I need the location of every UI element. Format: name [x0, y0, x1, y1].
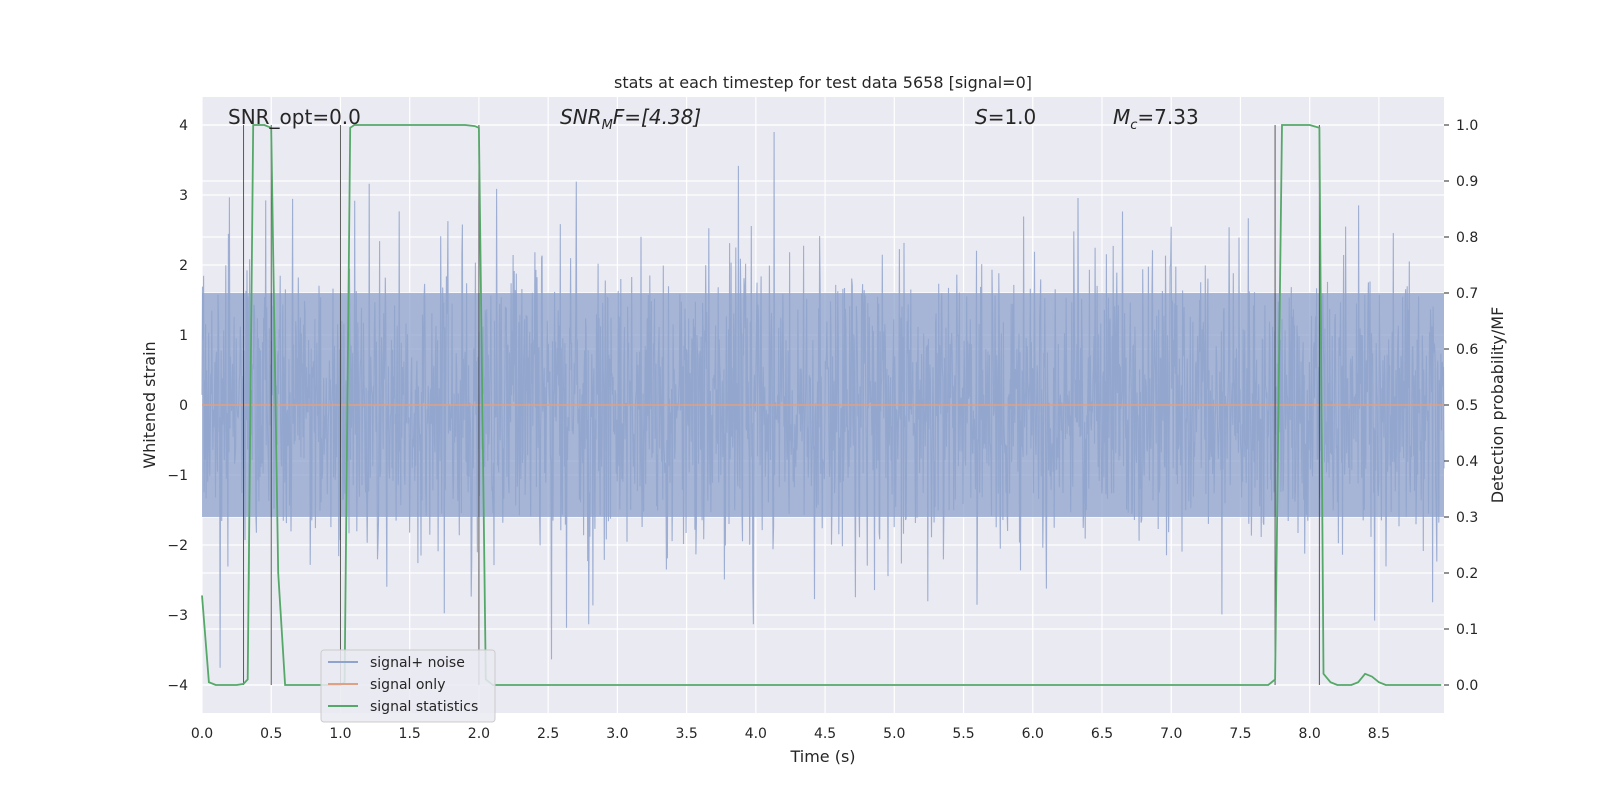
chart-title: stats at each timestep for test data 565… [614, 73, 1032, 92]
x-tick-label: 4.5 [814, 726, 836, 742]
annotation-mc-sub: c [1130, 118, 1137, 133]
annotation-mc: Mc=7.33 [1113, 105, 1199, 133]
x-tick-label: 6.5 [1091, 726, 1113, 742]
x-tick-labels: 0.0 0.5 1.0 1.5 2.0 2.5 3.0 3.5 4.0 4.5 5.0 5.5 6.0 6… [191, 726, 1390, 742]
y-axis-left-label: Whitened strain [140, 341, 159, 468]
annotation-snr-opt: SNR_opt=0.0 [228, 105, 361, 129]
y-right-tick-label: 0.7 [1456, 286, 1478, 302]
x-tick-label: 5.5 [952, 726, 974, 742]
annotation-mc-main: M [1113, 105, 1130, 129]
annotation-snr-mf-rest: F=[4.38] [613, 105, 701, 129]
y-right-tick-label: 0.0 [1456, 678, 1478, 694]
y-right-tick-label: 1.0 [1456, 118, 1478, 134]
x-tick-label: 0.5 [260, 726, 282, 742]
y-right-tick-labels: 1.0 0.9 0.8 0.7 0.6 0.5 0.4 0.3 0.2 0.1 0.0 [1444, 118, 1478, 694]
y-right-tick-label: 0.3 [1456, 510, 1478, 526]
legend-box [320, 649, 496, 723]
x-tick-label: 5.0 [883, 726, 905, 742]
statistics-series-group [201, 124, 1442, 686]
x-tick-label: 1.0 [329, 726, 351, 742]
y-right-tick-label: 0.6 [1456, 342, 1478, 358]
x-tick-label: 4.0 [745, 726, 767, 742]
annotation-s: S=1.0 [975, 105, 1036, 129]
y-left-tick-labels: 4 3 2 1 0 −1 −2 −3 −4 [167, 118, 188, 694]
x-tick-label: 2.0 [468, 726, 490, 742]
x-tick-label: 1.5 [399, 726, 421, 742]
x-tick-label: 8.0 [1299, 726, 1321, 742]
annotation-snr-mf-main: SNR [560, 105, 602, 129]
x-tick-label: 7.5 [1229, 726, 1251, 742]
y-right-tick-label: 0.2 [1456, 566, 1478, 582]
x-tick-label: 3.0 [606, 726, 628, 742]
x-tick-label: 0.0 [191, 726, 213, 742]
y-right-tick-label: 0.4 [1456, 454, 1478, 470]
y-left-tick-label: 0 [179, 398, 188, 414]
y-left-tick-label: 4 [179, 118, 188, 134]
y-axis-right-label: Detection probability/MF [1488, 307, 1507, 504]
legend-label-signal-only: signal only [370, 677, 445, 693]
annotation-s-rest: =1.0 [988, 105, 1037, 129]
y-right-tick-label: 0.8 [1456, 230, 1478, 246]
y-left-tick-label: −2 [167, 538, 188, 554]
y-left-tick-label: 2 [179, 258, 188, 274]
legend: signal+ noise signal only signal statist… [320, 649, 496, 723]
y-left-tick-label: −1 [167, 468, 188, 484]
annotation-mc-rest: =7.33 [1137, 105, 1198, 129]
legend-label-noise: signal+ noise [370, 655, 465, 671]
annotation-snr-mf-sub: M [602, 118, 613, 133]
x-tick-label: 7.0 [1160, 726, 1182, 742]
annotation-snr-mf: SNRMF=[4.38] [560, 105, 701, 133]
annotation-s-main: S [975, 105, 988, 129]
y-right-tick-label: 0.9 [1456, 174, 1478, 190]
x-tick-label: 3.5 [675, 726, 697, 742]
x-tick-label: 6.0 [1022, 726, 1044, 742]
statistics-series-line [201, 124, 1442, 686]
y-left-tick-label: 1 [179, 328, 188, 344]
x-axis-label: Time (s) [789, 747, 855, 766]
x-tick-label: 2.5 [537, 726, 559, 742]
y-left-tick-label: 3 [179, 188, 188, 204]
y-left-tick-label: −4 [167, 678, 188, 694]
legend-label-statistics: signal statistics [370, 699, 478, 715]
x-tick-label: 8.5 [1368, 726, 1390, 742]
y-right-tick-label: 0.5 [1456, 398, 1478, 414]
y-right-tick-label: 0.1 [1456, 622, 1478, 638]
y-left-tick-label: −3 [167, 608, 188, 624]
